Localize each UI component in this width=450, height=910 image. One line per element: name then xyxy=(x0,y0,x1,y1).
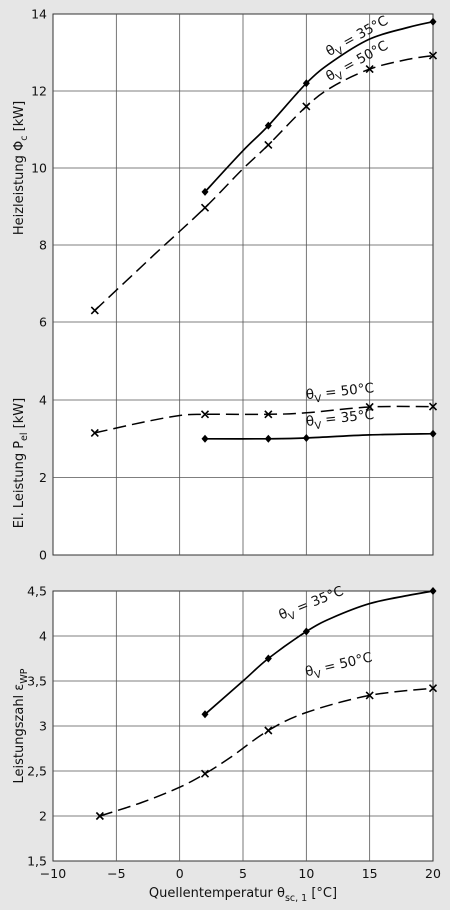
data-point-diamond xyxy=(264,434,272,443)
y-tick-label: 3,5 xyxy=(27,674,47,689)
panel-el-leistung: 0 2 4 El. Leistung Pel [kW] θV = 50°CθV = 35… xyxy=(12,380,438,563)
data-point-cross xyxy=(365,691,374,700)
data-point-cross xyxy=(90,428,99,438)
series-el-leistung-1: θV = 35°C xyxy=(201,407,437,443)
data-point-cross xyxy=(428,402,438,411)
y-tick-label: 6 xyxy=(39,315,47,330)
data-point-cross xyxy=(428,684,438,693)
series-line xyxy=(99,687,434,817)
x-tick-label: −10 xyxy=(40,866,66,881)
data-point-cross xyxy=(200,410,210,419)
data-point-cross xyxy=(264,726,273,735)
y-tick-label: 14 xyxy=(31,7,47,22)
data-point-cross xyxy=(365,64,374,74)
data-point-diamond xyxy=(429,587,437,595)
y-tick-label: 2 xyxy=(39,809,47,824)
y-tick-label: 12 xyxy=(31,84,47,99)
y-tick-label: 0 xyxy=(39,548,47,563)
y-axis-label: Heizleistung Φc [kW] xyxy=(12,101,30,235)
x-tick-label: 0 xyxy=(176,866,184,881)
data-point-cross xyxy=(428,51,438,60)
data-point-cross xyxy=(200,203,210,212)
x-tick-label: −5 xyxy=(107,866,125,881)
data-point-cross xyxy=(200,769,210,778)
data-point-diamond xyxy=(302,627,310,636)
data-point-diamond xyxy=(302,433,310,442)
y-axis-label: Leistungszahl εWP xyxy=(12,668,30,783)
series-line xyxy=(204,590,434,715)
data-point-diamond xyxy=(201,710,209,719)
y-tick-label: 3 xyxy=(39,719,47,734)
data-point-diamond xyxy=(201,187,209,196)
y-tick-label: 1,5 xyxy=(27,854,47,869)
data-point-diamond xyxy=(201,434,209,443)
y-tick-label: 4 xyxy=(39,629,47,644)
series-line xyxy=(204,20,434,193)
data-point-cross xyxy=(302,102,311,111)
data-point-diamond xyxy=(264,654,272,663)
data-point-cross xyxy=(264,140,273,149)
y-tick-label: 4 xyxy=(39,393,47,408)
data-point-cross xyxy=(365,402,374,412)
data-point-diamond xyxy=(429,429,437,438)
data-point-cross xyxy=(90,306,99,315)
x-tick-label: 5 xyxy=(239,866,247,881)
data-point-cross xyxy=(95,811,104,821)
y-tick-label: 8 xyxy=(39,238,47,253)
series-label: θV = 50°C xyxy=(305,380,375,406)
x-tick-label: 10 xyxy=(298,866,314,881)
series-line xyxy=(94,54,434,311)
x-tick-label: 15 xyxy=(362,866,378,881)
data-point-cross xyxy=(264,410,273,419)
series-label: θV = 35°C xyxy=(305,407,375,433)
y-tick-label: 4,5 xyxy=(27,584,47,599)
series-el-leistung-0: θV = 50°C xyxy=(90,380,438,438)
series-line xyxy=(94,405,434,434)
y-axis-label: El. Leistung Pel [kW] xyxy=(12,398,30,528)
y-tick-label: 2 xyxy=(39,470,47,485)
y-tick-label: 2,5 xyxy=(27,764,47,779)
data-point-diamond xyxy=(429,17,437,26)
x-tick-label: 20 xyxy=(425,866,441,881)
data-point-diamond xyxy=(302,79,310,88)
y-tick-label: 10 xyxy=(31,161,47,176)
data-point-diamond xyxy=(264,121,272,130)
x-axis-label: Quellentemperatur θsc, 1 [°C] xyxy=(149,886,337,904)
